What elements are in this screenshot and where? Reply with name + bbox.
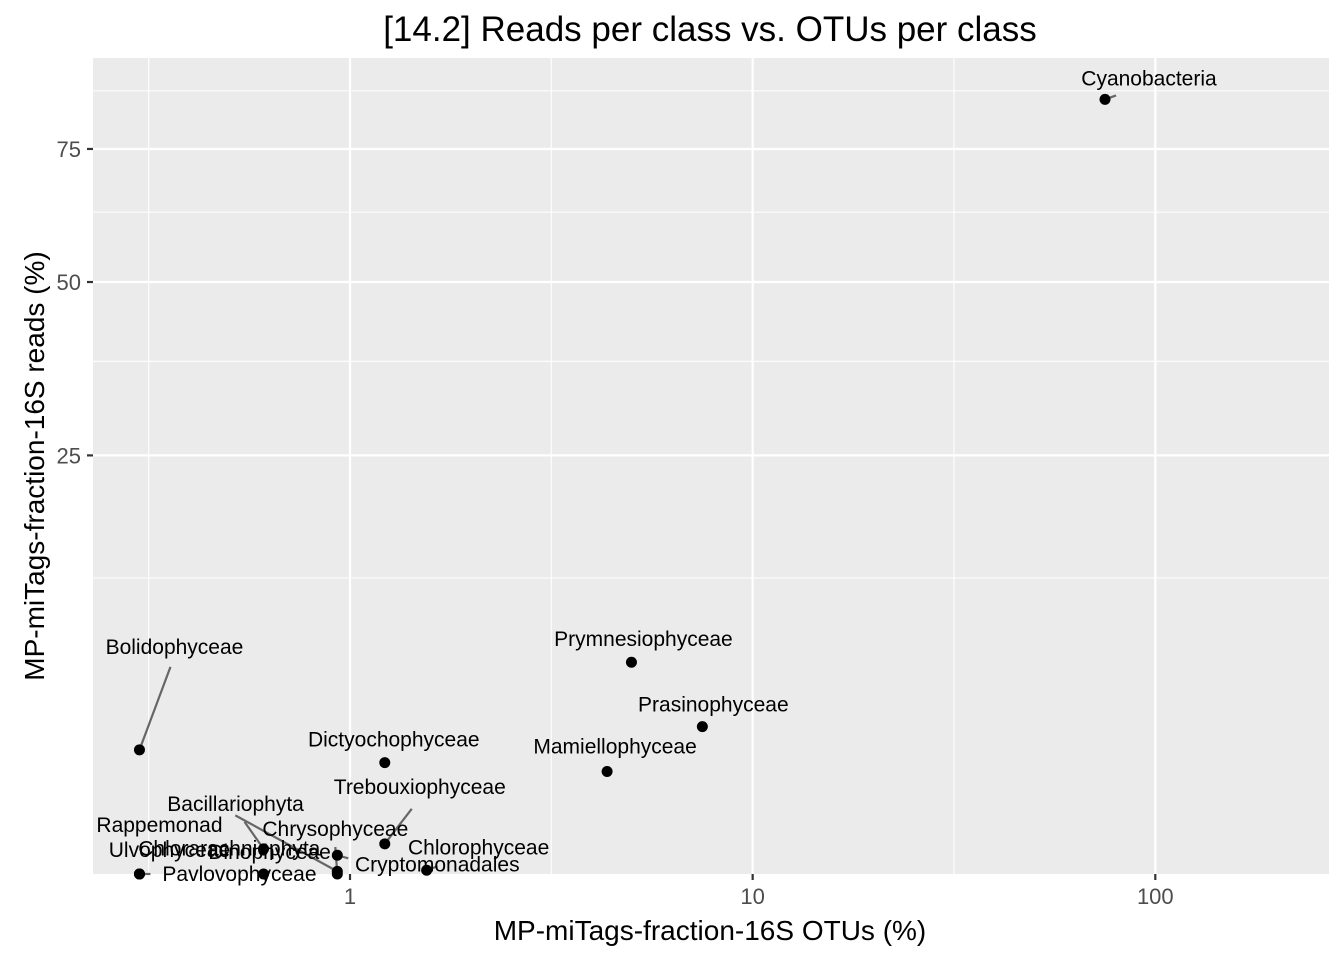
- x-tick-label: 1: [344, 884, 356, 909]
- minor-gridlines: [93, 58, 1329, 874]
- data-point: [258, 868, 270, 880]
- label-connector: [234, 814, 338, 873]
- x-axis: 1 10 100: [344, 874, 1174, 909]
- data-point: [601, 765, 613, 777]
- point-label: Prasinophyceae: [638, 694, 789, 717]
- data-point: [625, 656, 637, 668]
- point-label: Bacillariophyta: [167, 793, 304, 816]
- data-point: [331, 865, 343, 877]
- point-label: Prymnesiophyceae: [554, 628, 733, 651]
- data-point: [133, 868, 145, 880]
- point-label: Dictyochophyceae: [308, 729, 480, 752]
- label-connector: [243, 821, 265, 850]
- y-axis-title: MP-miTags-fraction-16S reads (%): [19, 251, 50, 680]
- major-gridlines: [93, 58, 1329, 874]
- y-tick-label: 75: [57, 137, 81, 162]
- point-labels: Cyanobacteria Prymnesiophyceae Prasinophyc…: [96, 67, 1217, 886]
- point-label: Mamiellophyceae: [533, 735, 696, 758]
- x-axis-title: MP-miTags-fraction-16S OTUs (%): [494, 915, 927, 946]
- y-tick-label: 50: [57, 270, 81, 295]
- data-point: [379, 757, 391, 769]
- x-tick-label: 10: [740, 884, 764, 909]
- point-label: Chlorophyceae: [408, 836, 549, 859]
- data-point: [379, 838, 391, 850]
- data-point: [331, 849, 343, 861]
- data-point: [696, 721, 708, 733]
- label-connector: [383, 808, 413, 845]
- point-label: Rappemonad: [96, 814, 222, 837]
- plot-panel: [93, 58, 1329, 874]
- data-point: [1099, 93, 1111, 105]
- point-label: Trebouxiophyceae: [334, 776, 506, 799]
- point-label: Chrysophyceae: [262, 818, 408, 841]
- chart-title: [14.2] Reads per class vs. OTUs per clas…: [383, 10, 1037, 49]
- y-tick-label: 25: [57, 443, 81, 468]
- data-point: [421, 864, 433, 876]
- label-connector-segments: [138, 94, 1117, 876]
- point-label: Bolidophyceae: [106, 636, 244, 659]
- point-label: Cyanobacteria: [1081, 67, 1217, 90]
- point-label: Pavlovophyceae: [162, 863, 316, 886]
- data-point: [258, 843, 270, 855]
- label-connector: [138, 666, 172, 751]
- point-label: Ulvophyceae: [109, 839, 230, 862]
- point-label: Cryptomonadales: [355, 853, 520, 876]
- data-point: [133, 744, 145, 756]
- point-label: Dinophyceae: [208, 841, 331, 864]
- point-label: Chlorarachniophyta: [138, 837, 320, 860]
- data-points: [133, 93, 1111, 880]
- y-axis: 25 50 75: [57, 137, 93, 468]
- x-tick-label: 100: [1137, 884, 1174, 909]
